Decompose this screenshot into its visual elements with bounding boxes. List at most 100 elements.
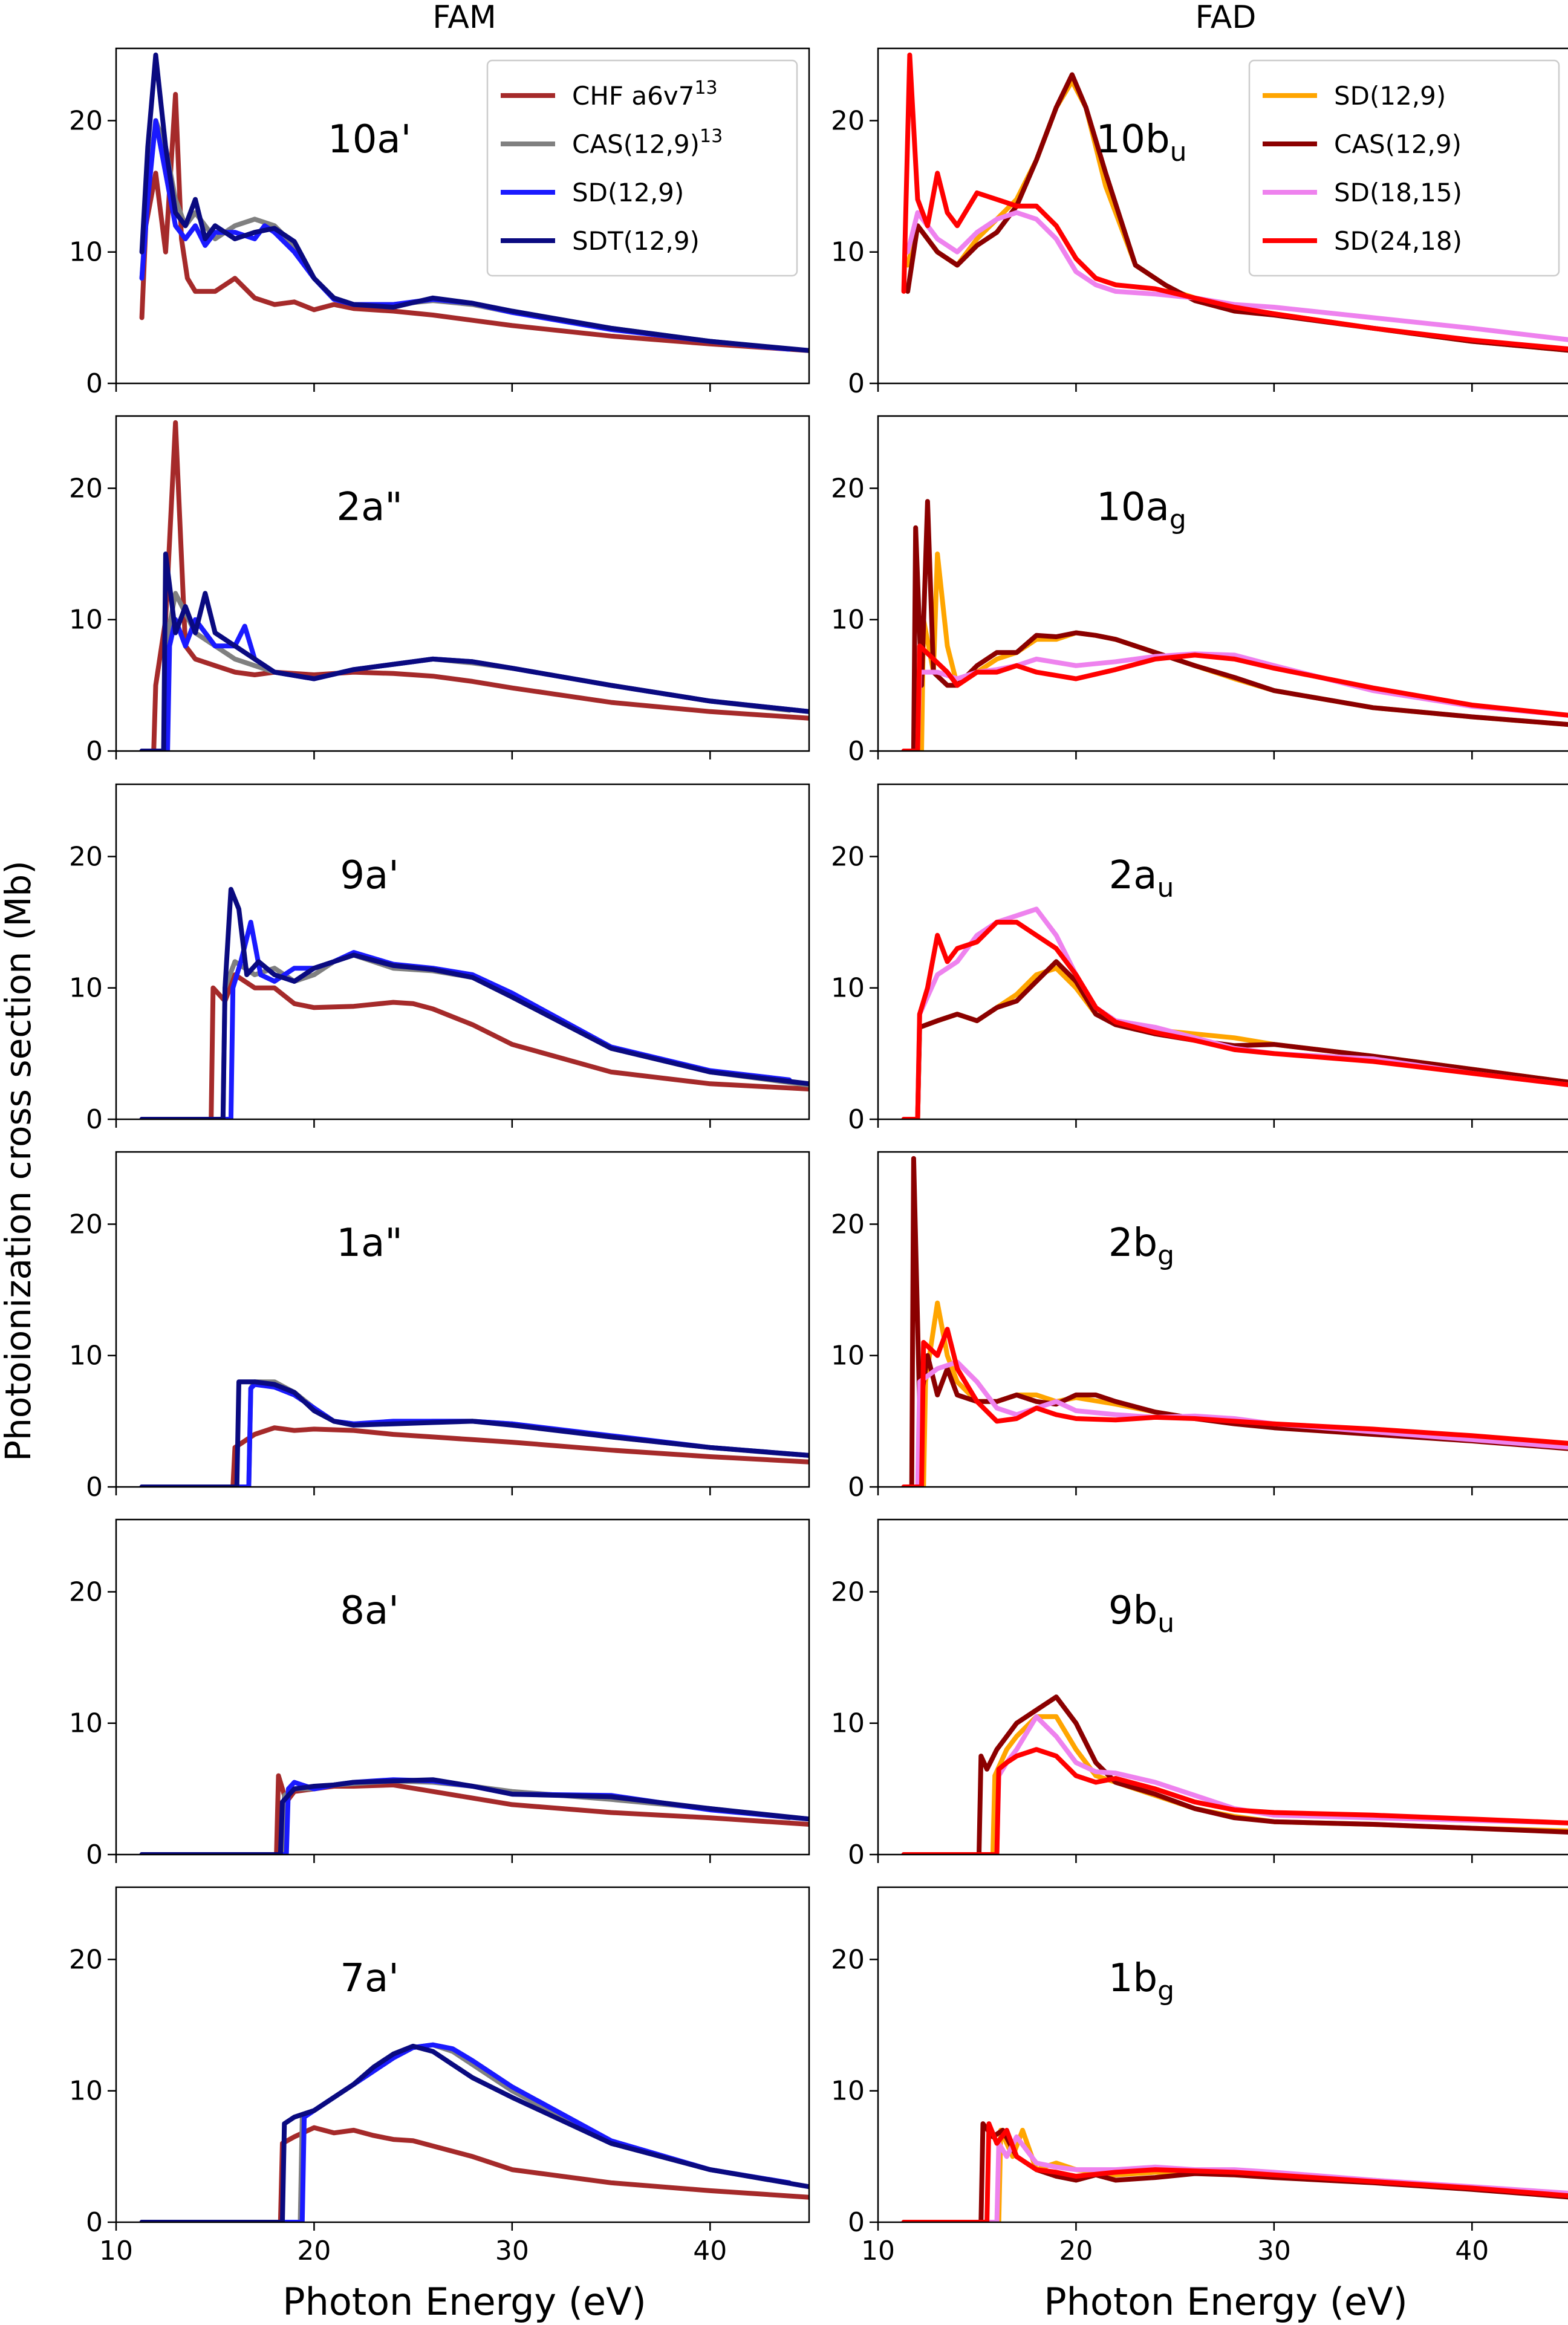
panel-fad-1-legend: SD(12,9) CAS(12,9) SD(18,15) SD(24,18): [1248, 59, 1560, 277]
panel-fam-4-series-group: [139, 1379, 809, 1487]
panel-fad-3-line-cas-12-9: [901, 959, 1568, 1119]
panel-fad-3-ytick-label-10: 10: [831, 973, 865, 1004]
panel-fam-2-ytick-label-20: 20: [69, 473, 103, 504]
panel-fad-4-line-sd-24-18: [901, 1327, 1568, 1487]
fam-x-axis-label: Photon Energy (eV): [282, 2280, 646, 2324]
panel-fam-6-ytick-label-20: 20: [69, 1944, 103, 1975]
panel-fam-4-line-sd-12-9: [139, 1382, 809, 1487]
panel-fad-4-orbital-label: 2bg: [1108, 1221, 1174, 1271]
panel-fad-2-ytick-label-0: 0: [848, 736, 865, 767]
panel-fam-6-xtick-label-10: 10: [99, 2236, 133, 2266]
panel-fad-1-legend-label-cas-12-9: CAS(12,9): [1334, 129, 1462, 159]
fad-column-title: FAD: [1196, 0, 1257, 36]
panel-fam-1-ytick-label-20: 20: [69, 105, 103, 136]
panel-fad-3-series-group: [901, 906, 1568, 1119]
panel-fad-4-orbital-label-main: 2b: [1108, 1221, 1157, 1266]
panel-fam-2-orbital-label-main: 2a": [336, 485, 402, 530]
panel-fam-5-series-group: [139, 1773, 809, 1855]
panel-fam-1-line-sdt-12-9: [139, 52, 809, 353]
panel-fam-4: 0 10 20 1a": [69, 1151, 810, 1503]
panel-fad-6-xtick-label-20: 20: [1059, 2236, 1093, 2266]
panel-fam-3-frame: [115, 783, 810, 1120]
panel-fad-1-legend-text-cas-12-9: CAS(12,9): [1334, 129, 1462, 159]
panel-fad-1-legend-text-sd-18-15: SD(18,15): [1334, 178, 1462, 207]
panel-fad-6-ytick-label-0: 0: [848, 2207, 865, 2238]
panel-fad-2-orbital-label-main: 10a: [1096, 485, 1169, 530]
panel-fam-2-line-sd-12-9: [139, 617, 809, 751]
panel-fad-6-xtick-label-10: 10: [861, 2236, 895, 2266]
panel-fad-5-frame: [877, 1518, 1568, 1856]
panel-fad-6-line-sd-18-15: [901, 2134, 1568, 2222]
panel-fad-6-orbital-label-sub: g: [1157, 1975, 1174, 2006]
panel-fad-5-line-cas-12-9: [901, 1694, 1568, 1855]
panel-fam-3-series-group: [139, 886, 809, 1119]
panel-fad-1-ytick-label-0: 0: [848, 368, 865, 399]
panel-fad-2-frame: [877, 415, 1568, 752]
panel-fad-6-line-sd-24-18: [901, 2121, 1568, 2222]
panel-fam-6-xtick-label-20: 20: [297, 2236, 331, 2266]
panel-fam-6-ytick-label-10: 10: [69, 2076, 103, 2107]
panel-fad-5-line-sd-24-18: [901, 1747, 1568, 1855]
panel-fad-1-legend-label-sd-18-15: SD(18,15): [1334, 178, 1462, 207]
panel-fad-2-orbital-label: 10ag: [1096, 485, 1186, 535]
panel-fad-3-line-sd-24-18: [901, 920, 1568, 1119]
panel-fad-2-ytick-label-10: 10: [831, 605, 865, 636]
panel-fam-1-line-chf-a6v7: [139, 92, 809, 353]
panel-fad-5: 0 10 20 9bu: [831, 1518, 1568, 1870]
panel-fam-6-line-sdt-12-9: [139, 2043, 809, 2222]
panel-fad-1-legend-label-sd-12-9: SD(12,9): [1334, 81, 1446, 111]
panel-fad-1-orbital-label-main: 10b: [1096, 117, 1170, 162]
panel-fad-4-frame: [877, 1151, 1568, 1488]
panel-fam-6-xtick-label-30: 30: [495, 2236, 529, 2266]
panel-fad-4-line-sd-12-9: [901, 1300, 1568, 1487]
panel-fad-2-series-group: [901, 499, 1568, 751]
panel-fam-4-frame: [115, 1151, 810, 1488]
panel-fam-4-ytick-label-20: 20: [69, 1209, 103, 1240]
panel-fam-5-ytick-label-10: 10: [69, 1708, 103, 1739]
panel-fam-5-orbital-label-main: 8a': [340, 1588, 399, 1633]
panel-fam-6-xtick-label-40: 40: [693, 2236, 727, 2266]
panel-fam-1-legend-sup-cas-12-9: 13: [700, 126, 723, 147]
panel-fad-1-frame: [877, 47, 1568, 385]
panel-fam-1-series-group: [139, 52, 809, 353]
y-axis-label: Photoionization cross section (Mb): [0, 860, 39, 1462]
panel-fad-6-orbital-label: 1bg: [1108, 1956, 1174, 2006]
panel-fad-5-orbital-label-main: 9b: [1108, 1588, 1157, 1633]
panel-fam-6-frame: [115, 1886, 810, 2223]
panel-fad-6-frame: [877, 1886, 1568, 2223]
panel-fam-4-ytick-label-10: 10: [69, 1341, 103, 1371]
panel-fam-5-line-chf-a6v7: [139, 1773, 809, 1855]
panel-fad-6-xtick-label-40: 40: [1455, 2236, 1489, 2266]
panel-fam-5-frame: [115, 1518, 810, 1856]
panel-fam-3: 0 10 20 9a': [69, 783, 810, 1135]
panel-fam-2: 0 10 20 2a": [69, 415, 810, 767]
panel-fam-5-ytick-label-20: 20: [69, 1576, 103, 1607]
panel-fad-3-ytick-label-0: 0: [848, 1104, 865, 1135]
panel-fad-2-line-sd-24-18: [901, 643, 1568, 751]
panel-fad-1-series-group: [901, 52, 1568, 353]
panel-fam-3-ytick-label-20: 20: [69, 841, 103, 872]
panel-fad-3-orbital-label: 2au: [1109, 853, 1174, 903]
panel-fad-3-orbital-label-main: 2a: [1109, 853, 1157, 898]
panel-fam-3-orbital-label: 9a': [340, 853, 399, 898]
panel-fam-5-ytick-label-0: 0: [86, 1839, 103, 1870]
panel-fad-5-ytick-label-10: 10: [831, 1708, 865, 1739]
panel-fad-5-ytick-label-0: 0: [848, 1839, 865, 1870]
panel-fam-3-line-sdt-12-9: [139, 886, 809, 1119]
panel-fam-4-ytick-label-0: 0: [86, 1472, 103, 1503]
panel-fad-6-orbital-label-main: 1b: [1108, 1956, 1157, 2001]
panel-fam-6-ytick-label-0: 0: [86, 2207, 103, 2238]
panel-fam-1-frame: [115, 47, 810, 385]
panel-fad-1-orbital-label: 10bu: [1096, 117, 1187, 167]
panel-fam-2-ytick-label-10: 10: [69, 605, 103, 636]
panel-fam-6-orbital-label: 7a': [340, 1956, 399, 2001]
panel-fam-2-ytick-label-0: 0: [86, 736, 103, 767]
panel-fad-2-ytick-label-20: 20: [831, 473, 865, 504]
panel-fad-5-ytick-label-20: 20: [831, 1576, 865, 1607]
panel-fad-1-orbital-label-sub: u: [1170, 137, 1187, 167]
panel-fad-1-legend-text-sd-24-18: SD(24,18): [1334, 226, 1462, 256]
